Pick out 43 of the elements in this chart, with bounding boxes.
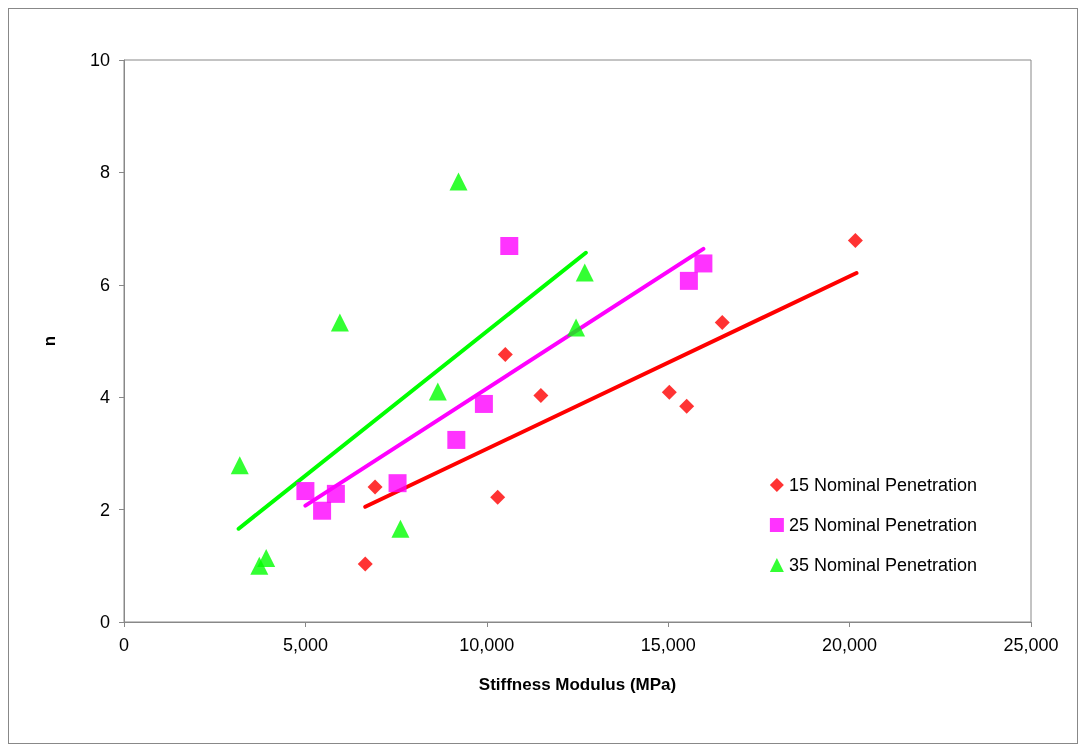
point <box>500 237 519 256</box>
point <box>449 172 468 191</box>
point <box>490 489 506 505</box>
legend-label: 25 Nominal Penetration <box>788 515 978 535</box>
point <box>296 482 315 501</box>
y-tick-label: 2 <box>99 499 110 520</box>
point <box>428 382 447 401</box>
point <box>388 474 407 493</box>
point <box>474 394 493 413</box>
point <box>357 556 373 572</box>
point <box>575 263 594 282</box>
legend-label: 35 Nominal Penetration <box>788 555 978 575</box>
point <box>391 519 410 538</box>
x-tick-label: 5,000 <box>282 635 328 655</box>
x-axis-title: Stiffness Modulus (MPa) <box>478 675 677 694</box>
y-tick-label: 6 <box>99 274 110 295</box>
y-axis-title: n <box>40 335 59 347</box>
x-tick-label: 20,000 <box>822 635 878 655</box>
legend-label: 15 Nominal Penetration <box>788 475 978 495</box>
x-tick-label: 25,000 <box>1003 635 1059 655</box>
point <box>694 254 713 273</box>
point <box>230 456 249 475</box>
point <box>679 271 698 290</box>
point <box>313 501 332 520</box>
y-tick-label: 4 <box>99 387 110 408</box>
point <box>661 384 677 400</box>
y-tick-label: 8 <box>99 162 110 183</box>
x-tick-label: 15,000 <box>640 635 696 655</box>
point <box>679 398 695 414</box>
y-tick-label: 0 <box>99 612 110 632</box>
point <box>257 548 276 567</box>
point <box>447 430 466 449</box>
y-tick-label: 10 <box>89 50 110 70</box>
point <box>567 318 586 337</box>
x-tick-label: 10,000 <box>459 635 515 655</box>
point <box>367 479 383 495</box>
point <box>497 346 513 362</box>
point <box>330 313 349 332</box>
point <box>714 314 730 330</box>
point <box>847 232 863 248</box>
point <box>533 388 549 404</box>
point <box>326 484 345 503</box>
x-tick-label: 0 <box>118 635 130 655</box>
